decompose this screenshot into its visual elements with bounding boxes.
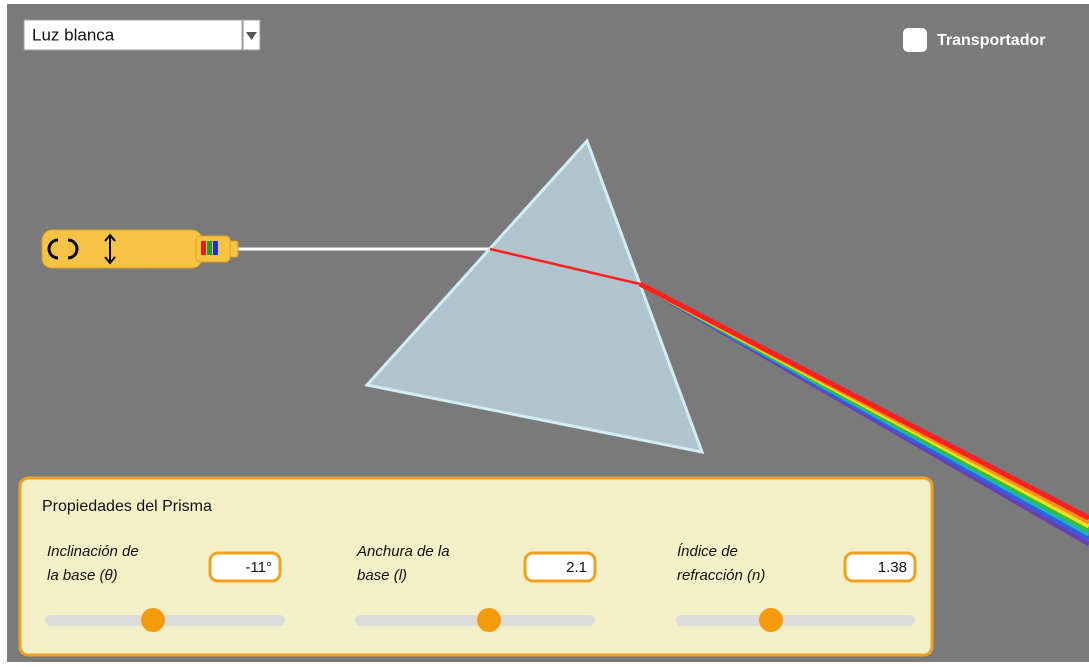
laser-body[interactable] [42,230,202,268]
control-label: Anchura de la [356,543,450,560]
slider-track [676,615,915,626]
laser-tip [230,241,238,257]
laser[interactable] [42,230,238,268]
page: {"dropdown": {"selected": "Luz blanca"},… [0,0,1089,667]
control-label: Índice de [677,543,738,560]
control-label: refracción (n) [677,567,765,584]
protractor-checkbox[interactable] [903,28,927,52]
control-label: base (l) [357,567,407,584]
control-label: la base (θ) [47,567,118,584]
slider-track [355,615,595,626]
dropdown-value: Luz blanca [32,25,115,44]
slider-thumb[interactable] [759,608,783,632]
value-text: -11° [245,559,272,576]
panel-title: Propiedades del Prisma [42,498,212,515]
slider-thumb[interactable] [141,608,165,632]
control-label: Inclinación de [47,543,139,560]
slider-thumb[interactable] [477,608,501,632]
laser-led-red [201,241,206,255]
laser-led-green [207,241,212,255]
laser-led-blue [213,241,218,255]
value-text: 1.38 [878,559,907,576]
light-dropdown[interactable]: Luz blanca [24,20,260,50]
simulation: Luz blanca Transportador Propiedades del… [0,0,1089,667]
value-text: 2.1 [566,559,587,576]
slider-track [45,615,285,626]
protractor-label: Transportador [937,32,1045,49]
